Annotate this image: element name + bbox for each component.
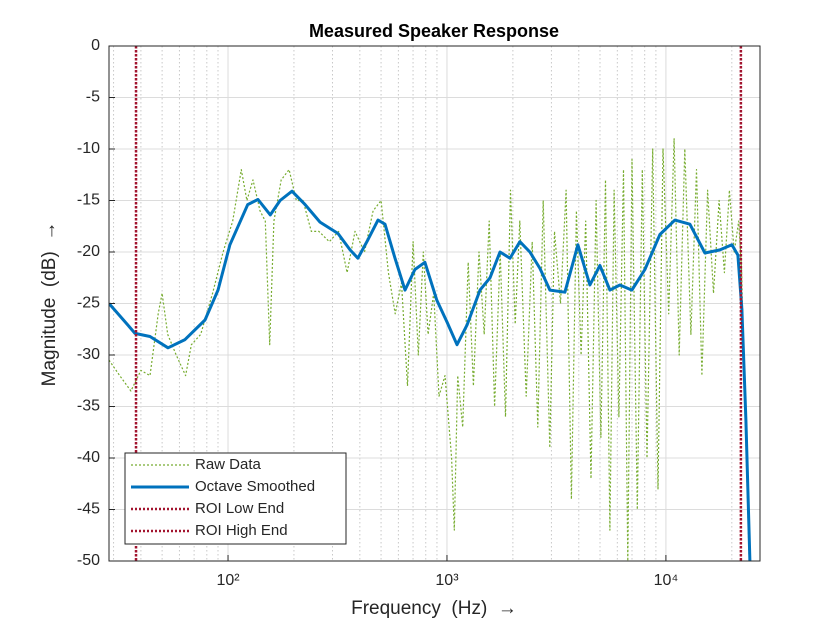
series-line bbox=[109, 189, 752, 561]
y-tick-label: -35 bbox=[77, 398, 100, 415]
chart-title: Measured Speaker Response bbox=[309, 21, 559, 41]
y-tick-label: -20 bbox=[77, 243, 100, 260]
x-axis-label: Frequency (Hz) → bbox=[351, 598, 517, 619]
legend-box bbox=[124, 452, 347, 545]
y-tick-label: -10 bbox=[77, 140, 100, 157]
y-tick-label: -50 bbox=[77, 552, 100, 569]
y-tick-label: -45 bbox=[77, 501, 100, 518]
y-axis-label: Magnitude (dB) → bbox=[39, 222, 60, 387]
x-tick-label: 10⁴ bbox=[654, 572, 679, 589]
y-tick-label: -25 bbox=[77, 295, 100, 312]
series-line bbox=[109, 138, 750, 561]
x-tick-label: 10² bbox=[216, 572, 240, 589]
y-tick-label: -30 bbox=[77, 346, 100, 363]
x-tick-label: 10³ bbox=[435, 572, 459, 589]
legend-label: ROI High End bbox=[195, 522, 288, 539]
legend-label: Raw Data bbox=[195, 456, 262, 473]
y-tick-label: -5 bbox=[86, 89, 100, 106]
legend-label: ROI Low End bbox=[195, 500, 284, 517]
y-tick-label: -15 bbox=[77, 192, 100, 209]
legend-label: Octave Smoothed bbox=[195, 478, 315, 495]
legend: Raw Data Octave Smoothed ROI Low End ROI Hi… bbox=[124, 452, 347, 545]
y-tick-label: -40 bbox=[77, 449, 100, 466]
y-tick-label: 0 bbox=[91, 37, 100, 54]
